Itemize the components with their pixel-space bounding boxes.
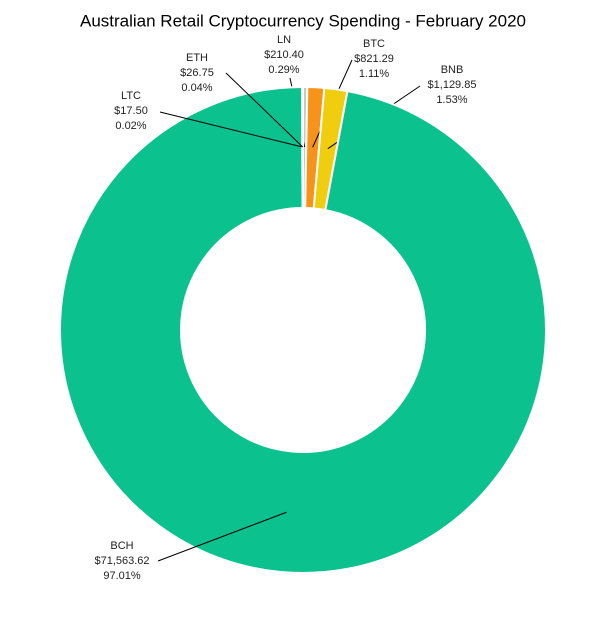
value-label: $26.75 [180, 67, 214, 79]
percent-label: 0.04% [181, 82, 212, 94]
slice-label: BTC [363, 38, 385, 50]
slice-label: LTC [121, 90, 141, 102]
slice-label: ETH [186, 52, 208, 64]
slice-label: BNB [441, 64, 464, 76]
leader-line [159, 111, 303, 148]
value-label: $17.50 [114, 105, 148, 117]
slice-label: BCH [110, 540, 133, 552]
value-label: $71,563.62 [94, 555, 149, 567]
percent-label: 1.11% [359, 68, 390, 80]
percent-label: 0.02% [115, 120, 146, 132]
leader-line [225, 72, 304, 148]
slice-label: LN [277, 34, 291, 46]
value-label: $1,129.85 [428, 79, 477, 91]
leader-line [157, 511, 287, 562]
percent-label: 97.01% [103, 570, 141, 582]
percent-label: 0.29% [268, 64, 299, 76]
value-label: $821.29 [354, 53, 394, 65]
chart-title: Australian Retail Cryptocurrency Spendin… [80, 11, 526, 30]
slice [59, 85, 547, 574]
value-label: $210.40 [264, 49, 304, 61]
slice [301, 85, 304, 210]
percent-label: 1.53% [436, 94, 467, 106]
